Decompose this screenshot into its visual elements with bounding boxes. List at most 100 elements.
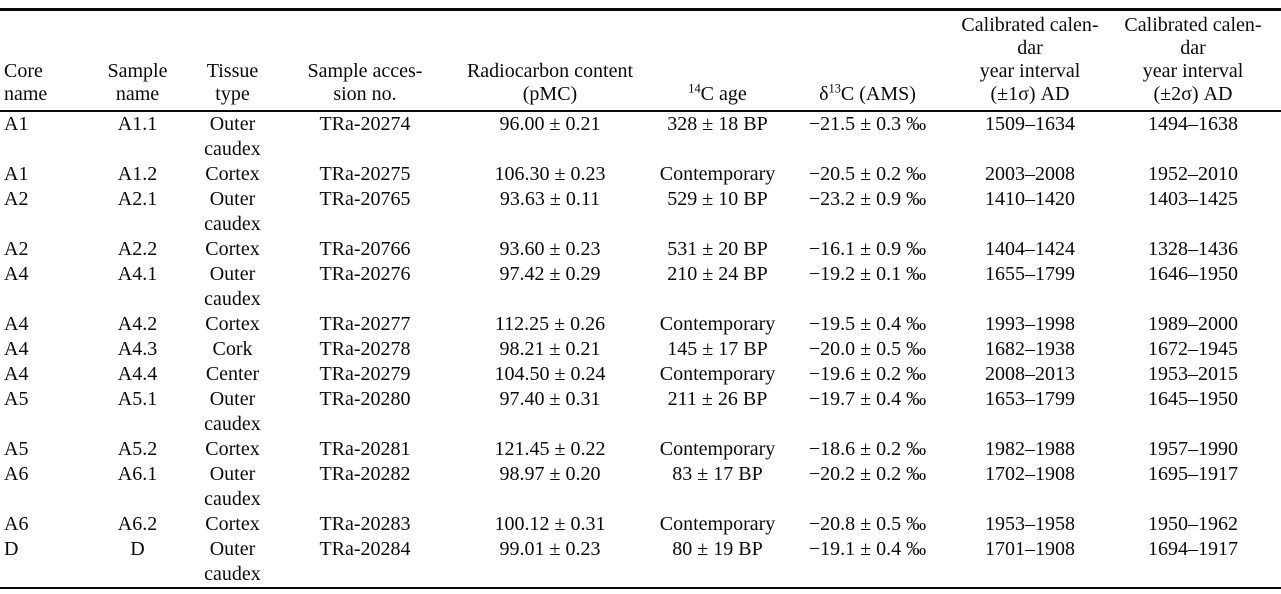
accession-cell: TRa-20276 xyxy=(319,263,411,285)
delta13c-cell: −19.7 ± 0.4 ‰ xyxy=(808,388,927,410)
col-header-cal-2sigma: Calibrated calen- dar year interval (±2σ… xyxy=(1105,9,1281,112)
header-text: δ xyxy=(819,83,829,105)
tissue-type-text: Cortex xyxy=(205,438,260,460)
col-header-cal-1sigma: Calibrated calen- dar year interval (±1σ… xyxy=(955,9,1105,112)
cal-1sigma-cell: 1655–1799 xyxy=(985,263,1075,285)
tissue-type-cell: Center xyxy=(180,362,285,387)
accession-cell: TRa-20282 xyxy=(319,463,411,485)
sample-name-cell: A6.2 xyxy=(117,513,158,535)
accession-cell: TRa-20278 xyxy=(319,338,411,360)
sample-name-cell: A4.3 xyxy=(117,338,158,360)
cal-1sigma-cell: 1702–1908 xyxy=(985,463,1075,485)
c14-age-cell: 210 ± 24 BP xyxy=(667,263,768,285)
table-row: A4 A4.1 Outer caudex TRa-20276 97.42 ± 0… xyxy=(0,262,1281,312)
cal-2sigma-cell: 1403–1425 xyxy=(1148,188,1238,210)
col-header-radiocarbon-content: Radiocarbon content (pMC) xyxy=(445,9,655,112)
pmc-cell: 106.30 ± 0.23 xyxy=(494,163,606,185)
delta13c-cell: −20.5 ± 0.2 ‰ xyxy=(808,163,927,185)
cal-2sigma-cell: 1952–2010 xyxy=(1148,163,1238,185)
table-row: A4 A4.2 Cortex TRa-20277 112.25 ± 0.26 C… xyxy=(0,312,1281,337)
cal-1sigma-cell: 1509–1634 xyxy=(985,113,1075,135)
cal-1sigma-cell: 1682–1938 xyxy=(985,338,1075,360)
table-row: A1 A1.1 Outer caudex TRa-20274 96.00 ± 0… xyxy=(0,111,1281,162)
accession-cell: TRa-20279 xyxy=(319,363,411,385)
header-line: δ13C (AMS) xyxy=(780,81,955,106)
cal-2sigma-cell: 1672–1945 xyxy=(1148,338,1238,360)
cal-1sigma-cell: 1982–1988 xyxy=(985,438,1075,460)
header-line: (pMC) xyxy=(522,83,578,105)
core-name-cell: A6 xyxy=(4,513,29,535)
sample-name-cell: A5.1 xyxy=(117,388,158,410)
header-line: (±1σ) AD xyxy=(990,83,1070,105)
cal-2sigma-cell: 1695–1917 xyxy=(1148,463,1238,485)
core-name-cell: A1 xyxy=(4,113,29,135)
c14-age-cell: Contemporary xyxy=(659,363,776,385)
delta13c-cell: −21.5 ± 0.3 ‰ xyxy=(808,113,927,135)
c14-age-cell: 529 ± 10 BP xyxy=(667,188,768,210)
header-line: Calibrated calen- xyxy=(961,14,1099,36)
accession-cell: TRa-20280 xyxy=(319,388,411,410)
tissue-type-text: Outer caudex xyxy=(204,263,261,310)
isotope-superscript: 13 xyxy=(828,81,841,96)
sample-name-cell: A1.2 xyxy=(117,163,158,185)
pmc-cell: 97.40 ± 0.31 xyxy=(499,388,601,410)
c14-age-cell: 531 ± 20 BP xyxy=(667,238,768,260)
pmc-cell: 104.50 ± 0.24 xyxy=(494,363,606,385)
col-header-delta13c: δ13C (AMS) xyxy=(780,9,955,112)
header-line: name xyxy=(115,83,160,105)
delta13c-cell: −20.2 ± 0.2 ‰ xyxy=(808,463,927,485)
core-name-cell: A2 xyxy=(4,238,29,260)
tissue-type-cell: Cortex xyxy=(180,162,285,187)
accession-cell: TRa-20283 xyxy=(319,513,411,535)
header-line: sion no. xyxy=(333,83,397,105)
c14-age-cell: Contemporary xyxy=(659,163,776,185)
sample-name-cell: A2.2 xyxy=(117,238,158,260)
header-line: 14C age xyxy=(655,81,780,106)
table-row: D D Outer caudex TRa-20284 99.01 ± 0.23 … xyxy=(0,537,1281,588)
pmc-cell: 96.00 ± 0.21 xyxy=(499,113,601,135)
table-row: A1 A1.2 Cortex TRa-20275 106.30 ± 0.23 C… xyxy=(0,162,1281,187)
tissue-type-cell: Outer caudex xyxy=(180,387,285,437)
accession-cell: TRa-20765 xyxy=(319,188,411,210)
tissue-type-text: Cortex xyxy=(205,163,260,185)
core-name-cell: A6 xyxy=(4,463,29,485)
core-name-cell: A4 xyxy=(4,313,29,335)
accession-cell: TRa-20281 xyxy=(319,438,411,460)
delta13c-cell: −19.6 ± 0.2 ‰ xyxy=(808,363,927,385)
cal-1sigma-cell: 1701–1908 xyxy=(985,538,1075,560)
isotope-superscript: 14 xyxy=(688,81,701,96)
col-header-accession: Sample acces- sion no. xyxy=(285,9,445,112)
accession-cell: TRa-20766 xyxy=(319,238,411,260)
sample-name-cell: A4.4 xyxy=(117,363,158,385)
radiocarbon-results-table: Core name Sample name Tissue type Sample… xyxy=(0,8,1281,589)
cal-1sigma-cell: 1410–1420 xyxy=(985,188,1075,210)
tissue-type-text: Cortex xyxy=(205,513,260,535)
sample-name-cell: A4.1 xyxy=(117,263,158,285)
core-name-cell: D xyxy=(4,538,19,560)
tissue-type-cell: Outer caudex xyxy=(180,262,285,312)
cal-1sigma-cell: 1404–1424 xyxy=(985,238,1075,260)
header-line: type xyxy=(215,83,250,105)
c14-age-cell: 83 ± 17 BP xyxy=(672,463,763,485)
tissue-type-text: Outer caudex xyxy=(204,113,261,160)
core-name-cell: A5 xyxy=(4,388,29,410)
tissue-type-cell: Outer caudex xyxy=(180,111,285,162)
tissue-type-cell: Outer caudex xyxy=(180,187,285,237)
sample-name-cell: D xyxy=(130,538,145,560)
delta13c-cell: −19.2 ± 0.1 ‰ xyxy=(808,263,927,285)
cal-1sigma-cell: 2003–2008 xyxy=(985,163,1075,185)
pmc-cell: 97.42 ± 0.29 xyxy=(499,263,601,285)
header-line: dar xyxy=(1017,37,1043,59)
pmc-cell: 112.25 ± 0.26 xyxy=(494,313,606,335)
core-name-cell: A4 xyxy=(4,263,29,285)
tissue-type-cell: Outer caudex xyxy=(180,537,285,588)
table-row: A2 A2.1 Outer caudex TRa-20765 93.63 ± 0… xyxy=(0,187,1281,237)
core-name-cell: A4 xyxy=(4,338,29,360)
table-row: A4 A4.3 Cork TRa-20278 98.21 ± 0.21 145 … xyxy=(0,337,1281,362)
c14-age-cell: 328 ± 18 BP xyxy=(667,113,768,135)
cal-2sigma-cell: 1646–1950 xyxy=(1148,263,1238,285)
header-line: name xyxy=(4,83,48,105)
table-row: A2 A2.2 Cortex TRa-20766 93.60 ± 0.23 53… xyxy=(0,237,1281,262)
table-row: A5 A5.2 Cortex TRa-20281 121.45 ± 0.22 C… xyxy=(0,437,1281,462)
